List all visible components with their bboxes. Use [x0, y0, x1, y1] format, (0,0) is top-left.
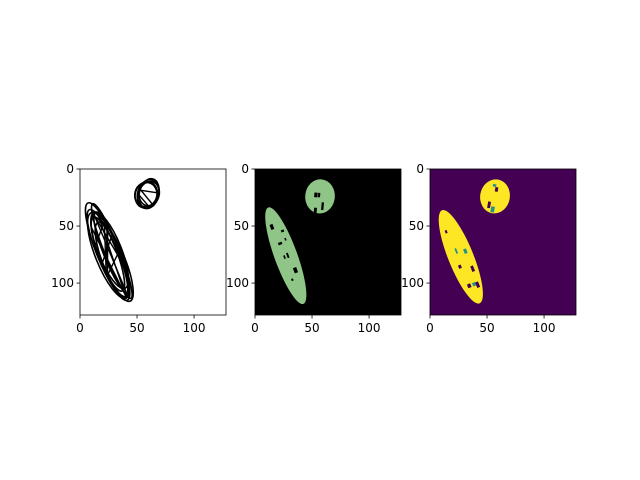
- scribble-2-6: [97, 214, 127, 298]
- mask-fill-2: [438, 210, 483, 304]
- mask-hole-1-3: [487, 201, 492, 209]
- mask-fill-1: [480, 179, 510, 214]
- stroke-region-2: [84, 201, 135, 303]
- mask-hole-1-4: [490, 206, 495, 213]
- scribble-1-1: [136, 192, 151, 209]
- y-tick-label: 50: [234, 219, 249, 233]
- scribble-1-3: [138, 187, 155, 207]
- x-tick-label: 0: [251, 321, 259, 335]
- stroke-region-1: [133, 177, 161, 210]
- mask-hole-2-6: [470, 265, 476, 272]
- mask-fill-2: [265, 207, 307, 305]
- y-tick-label: 0: [66, 162, 74, 176]
- panel-2: 0 50 100 0 50 100: [226, 162, 402, 335]
- y-tick-label: 100: [401, 276, 424, 290]
- panel-1: 0 50 100 0 50 100: [51, 162, 227, 335]
- mask-hole-2-4: [291, 278, 294, 282]
- panel-1-image: [84, 177, 161, 303]
- mask-hole-2-5: [466, 283, 472, 289]
- panel-1-image-background: [80, 169, 226, 315]
- mask-hole-1-2: [494, 186, 499, 192]
- x-tick-label: 100: [358, 321, 381, 335]
- y-tick-label: 100: [51, 276, 74, 290]
- x-tick-label: 50: [129, 321, 144, 335]
- x-tick-label: 100: [183, 321, 206, 335]
- mask-region-1: [480, 179, 510, 214]
- scribble-2-5: [92, 213, 129, 274]
- mask-region-2: [265, 207, 307, 305]
- mask-hole-1-1: [317, 192, 321, 198]
- mask-hole-2-2: [284, 237, 287, 241]
- x-tick-label: 50: [304, 321, 319, 335]
- x-tick-label: 100: [533, 321, 556, 335]
- mask-hole-2-8: [475, 281, 481, 289]
- scribble-2-1: [106, 225, 109, 276]
- mask-hole-1-4: [313, 207, 317, 216]
- scribble-2-7: [103, 220, 107, 273]
- mask-hole-1-2: [321, 202, 325, 211]
- x-tick-label: 50: [479, 321, 494, 335]
- mask-hole-2-6: [280, 229, 285, 233]
- panel-2-image: [265, 179, 335, 305]
- scribble-2-10: [94, 220, 106, 246]
- y-tick-label: 0: [241, 162, 249, 176]
- mask-hole-2-8: [277, 241, 283, 246]
- panel-3-frame: [429, 168, 577, 316]
- mask-hole-2-4: [471, 281, 477, 287]
- mask-hole-2-5: [269, 223, 275, 230]
- mask-hole-2-1: [285, 252, 290, 259]
- panel-1-frame: [79, 168, 227, 316]
- x-tick-label: 0: [76, 321, 84, 335]
- mask-hole-2-3: [292, 267, 299, 274]
- mask-hole-1-3: [314, 192, 318, 198]
- y-tick-label: 50: [409, 219, 424, 233]
- panel-3-image: [438, 179, 510, 304]
- panel-2-frame: [254, 168, 402, 316]
- scribble-2-9: [93, 213, 130, 298]
- panel-3: 0 50 100 0 50 100: [401, 162, 577, 335]
- panels: 0 50 100 0 50 100 0 50 100 0 50 100 0 50 100 0 50 100: [51, 162, 577, 335]
- y-tick-label: 0: [416, 162, 424, 176]
- mask-hole-2-1: [454, 248, 459, 254]
- stroke-2-8: [86, 208, 126, 292]
- mask-hole-1-1: [492, 183, 497, 187]
- mask-hole-2-3: [457, 264, 462, 269]
- mask-hole-2-7: [463, 248, 468, 254]
- x-tick-label: 0: [426, 321, 434, 335]
- mask-region-2: [438, 210, 483, 304]
- mask-hole-2-2: [444, 229, 448, 234]
- stroke-1-5: [134, 180, 159, 209]
- scribble-2-8: [101, 233, 114, 265]
- mask-hole-2-7: [283, 255, 286, 259]
- mask-region-1: [305, 179, 335, 216]
- y-tick-label: 100: [226, 276, 249, 290]
- y-tick-label: 50: [59, 219, 74, 233]
